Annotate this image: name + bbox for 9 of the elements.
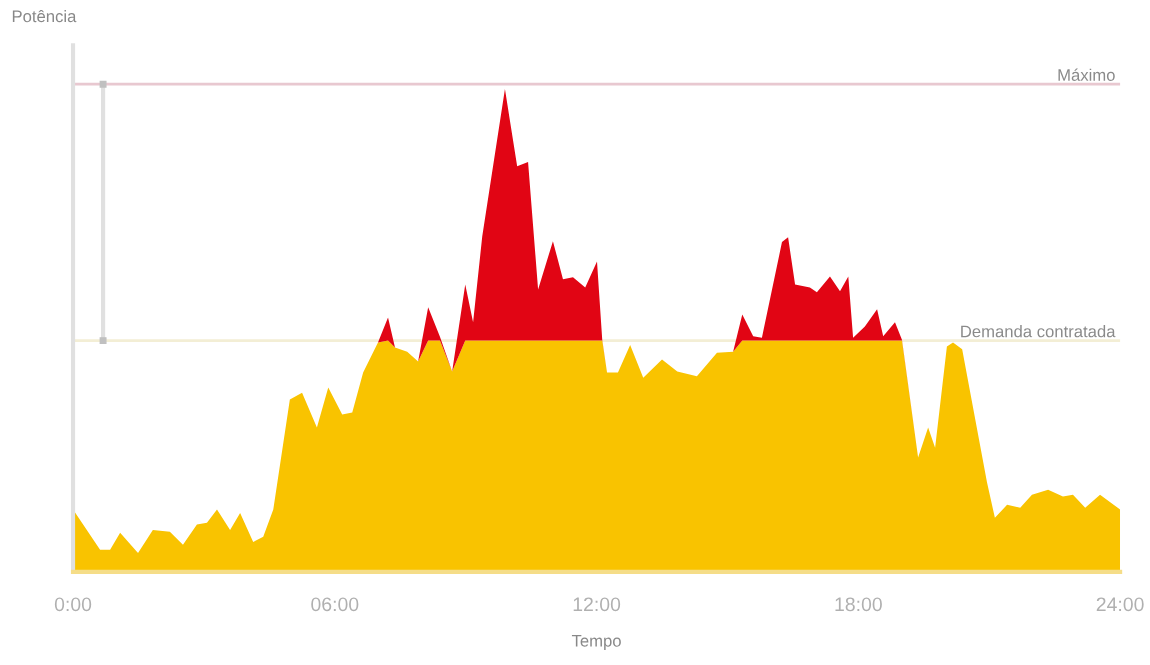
- x-tick-label: 24:00: [1096, 597, 1144, 612]
- x-tick-label: 0:00: [54, 597, 92, 612]
- x-tick-label: 18:00: [835, 597, 882, 612]
- y-axis-title: Potência: [12, 9, 77, 23]
- ref-line-label: Máximo: [1058, 68, 1115, 81]
- x-tick-label: 12:00: [573, 597, 621, 612]
- x-axis-title: Tempo: [571, 635, 621, 651]
- ref-line-label: Demanda contratada: [961, 325, 1116, 338]
- x-tick-label: 06:00: [311, 597, 359, 612]
